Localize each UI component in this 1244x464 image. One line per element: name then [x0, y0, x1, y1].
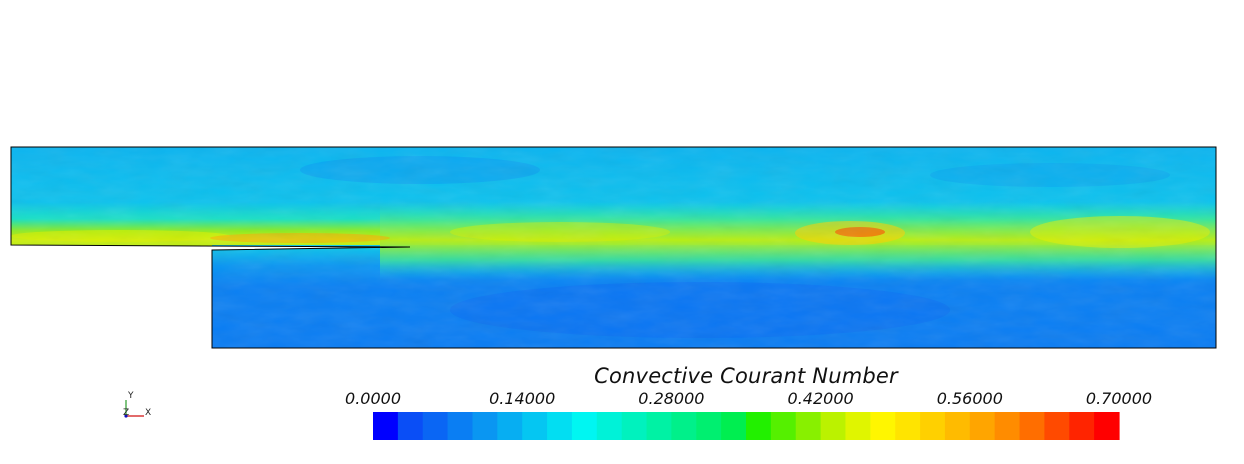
colorbar-swatch [522, 412, 548, 440]
colorbar-tick-label: 0.0000 [345, 389, 401, 408]
triad-z-label: Z [123, 408, 130, 418]
colorbar-title: Convective Courant Number [594, 364, 898, 388]
colorbar-swatch [422, 412, 449, 440]
colorbar-swatch [373, 412, 399, 440]
colorbar-swatch [746, 412, 772, 440]
z-axis-dot [124, 414, 128, 418]
colorbar-swatch [795, 412, 822, 440]
colorbar-swatch [447, 412, 474, 440]
colorbar-swatch [1019, 412, 1045, 440]
colorbar-tick-label: 0.42000 [787, 389, 854, 408]
colorbar-swatch [944, 412, 971, 440]
colorbar-swatch [571, 412, 598, 440]
colorbar-swatch [1094, 412, 1120, 440]
colorbar-swatch [969, 412, 996, 440]
colorbar-swatch [1044, 412, 1070, 440]
colorbar-swatch [696, 412, 722, 440]
colorbar-swatch [497, 412, 523, 440]
axes-triad [124, 400, 144, 418]
colorbar-swatch [397, 412, 424, 440]
colorbar-swatch [671, 412, 697, 440]
domain-outline [10, 146, 1217, 349]
colorbar-swatch [721, 412, 747, 440]
colorbar-swatch [770, 412, 797, 440]
triad-y-label: Y [128, 391, 134, 401]
colorbar-swatch [920, 412, 946, 440]
colorbar-swatch [870, 412, 896, 440]
colorbar [373, 412, 1120, 440]
colorbar-swatch [1069, 412, 1095, 440]
colorbar-swatch [820, 412, 847, 440]
colorbar-tick-label: 0.56000 [936, 389, 1003, 408]
colorbar-swatch [895, 412, 921, 440]
colorbar-swatch [596, 412, 623, 440]
colorbar-tick-label: 0.14000 [489, 389, 556, 408]
colorbar-swatch [845, 412, 871, 440]
colorbar-swatch [621, 412, 648, 440]
colorbar-swatch [472, 412, 498, 440]
contour-field [11, 147, 1216, 348]
colorbar-swatch [547, 412, 573, 440]
colorbar-tick-label: 0.28000 [638, 389, 705, 408]
colorbar-tick-label: 0.70000 [1085, 389, 1153, 408]
colorbar-swatch [994, 412, 1021, 440]
speckle-layer [11, 200, 1216, 270]
colorbar-swatch [646, 412, 672, 440]
triad-x-label: X [145, 408, 152, 418]
